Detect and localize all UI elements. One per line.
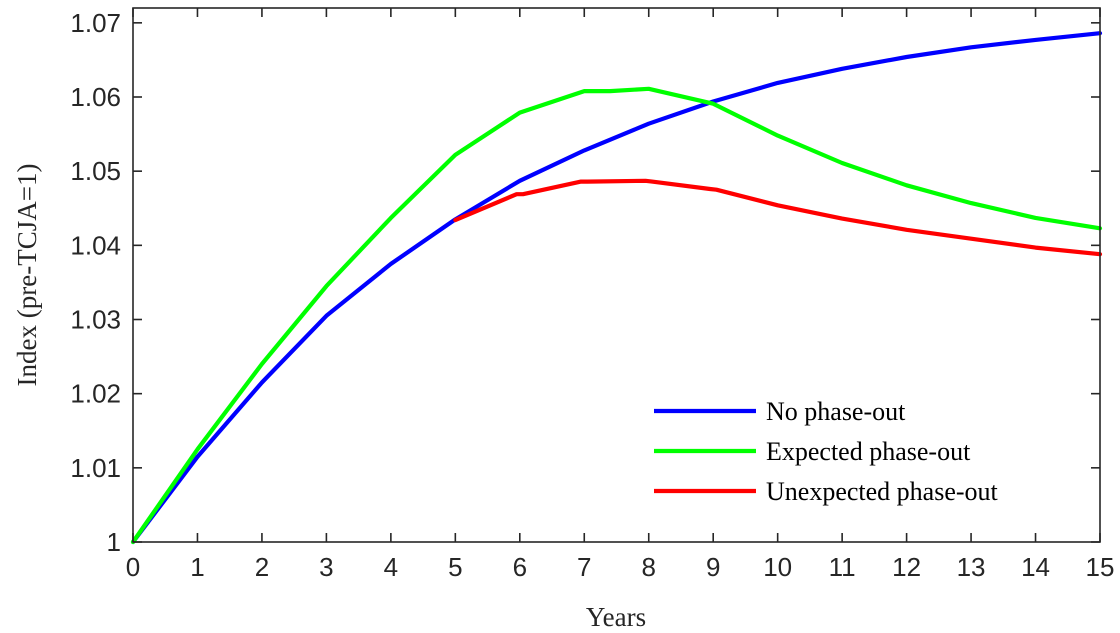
x-tick-label: 9 bbox=[706, 552, 720, 582]
plot-frame bbox=[132, 7, 1101, 543]
legend-label-2: Unexpected phase-out bbox=[766, 477, 999, 506]
x-tick-label: 7 bbox=[577, 552, 591, 582]
series-layer bbox=[130, 31, 1103, 545]
x-tick-label: 6 bbox=[513, 552, 527, 582]
legend-label-0: No phase-out bbox=[766, 397, 906, 426]
series-line-2 bbox=[453, 178, 1103, 257]
y-tick-label: 1.03 bbox=[70, 305, 121, 335]
x-tick-label: 14 bbox=[1021, 552, 1050, 582]
x-axis-title: Years bbox=[586, 602, 646, 632]
x-tick-label: 15 bbox=[1086, 552, 1115, 582]
x-tick-label: 2 bbox=[255, 552, 269, 582]
y-tick-label: 1.04 bbox=[70, 230, 121, 260]
x-tick-label: 8 bbox=[641, 552, 655, 582]
y-tick-label: 1.01 bbox=[70, 453, 121, 483]
series-line-1 bbox=[130, 86, 1103, 545]
y-tick-label: 1.02 bbox=[70, 379, 121, 409]
x-tick-label: 11 bbox=[829, 552, 856, 582]
y-tick-label: 1.07 bbox=[70, 8, 121, 38]
x-tick-label: 5 bbox=[448, 552, 462, 582]
y-axis-title: Index (pre-TCJA=1) bbox=[12, 164, 42, 387]
legend: No phase-out Expected phase-out Unexpected… bbox=[654, 397, 999, 506]
legend-label-1: Expected phase-out bbox=[766, 437, 971, 466]
series-line-0 bbox=[130, 31, 1103, 545]
y-tick-label: 1.06 bbox=[70, 82, 121, 112]
y-tick-label: 1.05 bbox=[70, 156, 121, 186]
y-tick-label: 1 bbox=[107, 527, 121, 557]
axes-layer: 0 1 2 3 4 5 6 7 8 9 10 11 12 13 14 1511.011.021.031.041… bbox=[70, 7, 1115, 582]
x-tick-label: 10 bbox=[763, 552, 792, 582]
x-tick-label: 3 bbox=[319, 552, 333, 582]
x-tick-label: 12 bbox=[892, 552, 921, 582]
x-tick-label: 4 bbox=[384, 552, 398, 582]
x-tick-label: 13 bbox=[957, 552, 986, 582]
x-tick-label: 1 bbox=[190, 552, 204, 582]
x-tick-label: 0 bbox=[126, 552, 140, 582]
